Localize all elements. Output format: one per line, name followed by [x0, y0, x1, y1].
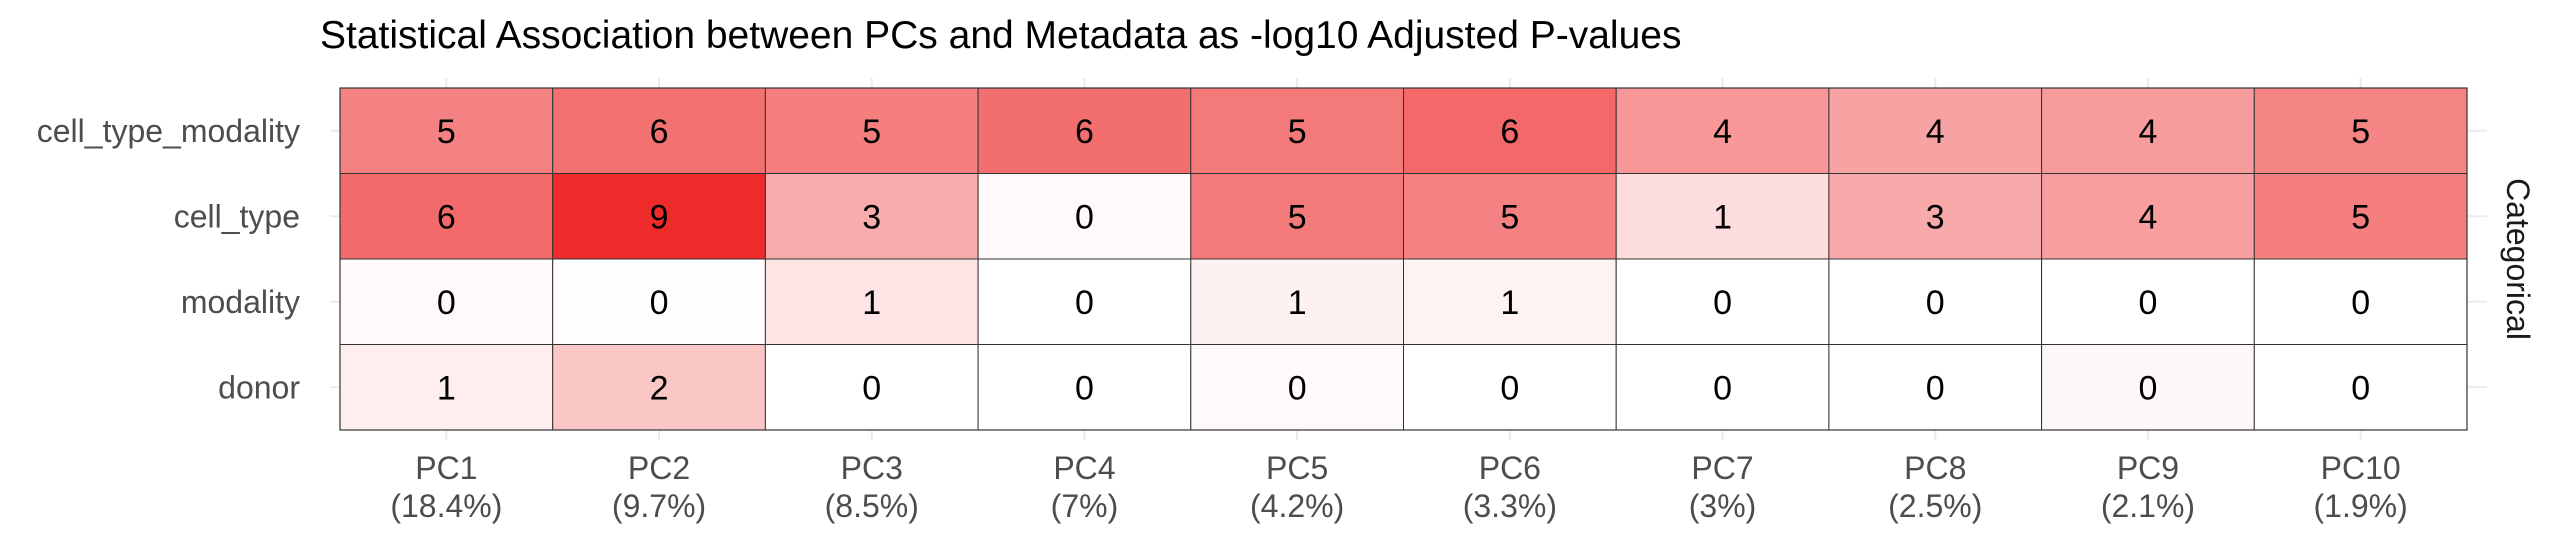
column-label-variance: (7%): [1051, 488, 1119, 524]
cell-value-label: 6: [1500, 113, 1519, 151]
cell-value-label: 3: [862, 198, 881, 236]
cell-value-label: 1: [862, 284, 881, 322]
cell-value-label: 0: [1926, 284, 1945, 322]
column-label-pc: PC5: [1266, 450, 1328, 486]
panel-border: [339, 87, 2468, 431]
cell-value-label: 5: [1288, 113, 1307, 151]
cell-value-label: 1: [437, 369, 456, 407]
heatmap-cell: [1828, 258, 2043, 345]
heatmap-cell: [2253, 258, 2468, 345]
heatmap-cell: [764, 87, 979, 174]
column-label-variance: (3%): [1689, 488, 1757, 524]
column-label-variance: (3.3%): [1463, 488, 1557, 524]
cell-value-label: 9: [650, 198, 669, 236]
cell-value-label: 6: [1075, 113, 1094, 151]
cell-value-label: 0: [1500, 369, 1519, 407]
column-label-pc: PC4: [1053, 450, 1115, 486]
heatmap-cell: [1403, 173, 1617, 260]
heatmap-cell: [764, 258, 979, 345]
row-label: donor: [218, 369, 300, 405]
heatmap-cell: [2041, 87, 2255, 174]
column-label-pc: PC10: [2321, 450, 2401, 486]
heatmap-cell: [1403, 258, 1617, 345]
cell-value-label: 5: [437, 113, 456, 151]
column-labels: PC1(18.4%) PC2(9.7%) PC3(8.5%) PC4(7%) PC5(4…: [390, 450, 2407, 524]
heatmap-cell: [2253, 87, 2468, 174]
cell-value-label: 5: [2351, 198, 2370, 236]
column-label-pc: PC6: [1479, 450, 1541, 486]
heatmap-cell: [764, 344, 979, 431]
heatmap-cell: [1403, 87, 1617, 174]
heatmap-cell: [339, 173, 554, 260]
chart-title: Statistical Association between PCs and …: [320, 14, 1681, 57]
heatmap-cells: 5 6 5 6 5 6 4 4 4 5 6 9 3 0 5 5 1 3 4 5 0 0 1 0 1 1 0 0 0 0 1 2 0 0 0 0 0 0 0 0: [339, 87, 2468, 431]
row-label: cell_type_modality: [37, 113, 300, 149]
cell-value-label: 5: [1500, 198, 1519, 236]
cell-value-label: 1: [1500, 284, 1519, 322]
cell-value-label: 0: [2138, 369, 2157, 407]
cell-value-label: 3: [1926, 198, 1945, 236]
cell-value-label: 0: [650, 284, 669, 322]
column-label-variance: (4.2%): [1250, 488, 1344, 524]
cell-value-label: 0: [2351, 284, 2370, 322]
cell-value-label: 5: [1288, 198, 1307, 236]
cell-value-label: 5: [2351, 113, 2370, 151]
cell-value-label: 4: [1713, 113, 1732, 151]
heatmap-cell: [2041, 173, 2255, 260]
heatmap-cell: [1828, 173, 2043, 260]
facet-strip-label: Categorical: [2500, 178, 2536, 340]
column-label-variance: (1.9%): [2314, 488, 2408, 524]
cell-value-label: 4: [2138, 113, 2157, 151]
cell-value-label: 6: [650, 113, 669, 151]
row-label: cell_type: [174, 198, 300, 234]
cell-value-label: 0: [2351, 369, 2370, 407]
column-label-pc: PC7: [1691, 450, 1753, 486]
cell-value-label: 1: [1713, 198, 1732, 236]
column-label-pc: PC1: [415, 450, 477, 486]
cell-value-label: 0: [437, 284, 456, 322]
column-label-variance: (2.5%): [1888, 488, 1982, 524]
cell-value-label: 5: [862, 113, 881, 151]
cell-value-label: 0: [2138, 284, 2157, 322]
column-label-pc: PC3: [841, 450, 903, 486]
cell-value-label: 0: [1075, 198, 1094, 236]
heatmap-cell: [977, 258, 1192, 345]
heatmap-cell: [2253, 173, 2468, 260]
column-label-variance: (8.5%): [825, 488, 919, 524]
heatmap-cell: [1190, 173, 1405, 260]
column-label-variance: (18.4%): [390, 488, 502, 524]
heatmap-cell: [552, 344, 766, 431]
heatmap-cell: [1190, 344, 1405, 431]
cell-value-label: 6: [437, 198, 456, 236]
column-label-pc: PC9: [2117, 450, 2179, 486]
column-label-variance: (2.1%): [2101, 488, 2195, 524]
heatmap-cell: [1190, 87, 1405, 174]
cell-value-label: 0: [1075, 284, 1094, 322]
cell-value-label: 0: [1926, 369, 1945, 407]
cell-value-label: 1: [1288, 284, 1307, 322]
cell-value-label: 0: [862, 369, 881, 407]
row-labels: cell_type_modality cell_type modality donor: [37, 113, 301, 406]
heatmap-cell: [552, 258, 766, 345]
cell-value-label: 0: [1713, 369, 1732, 407]
heatmap-cell: [552, 173, 766, 260]
column-label-pc: PC2: [628, 450, 690, 486]
cell-value-label: 4: [1926, 113, 1945, 151]
heatmap-cell: [1190, 258, 1405, 345]
heatmap-cell: [977, 344, 1192, 431]
cell-value-label: 4: [2138, 198, 2157, 236]
cell-value-label: 0: [1288, 369, 1307, 407]
row-label: modality: [181, 284, 300, 320]
cell-value-label: 0: [1713, 284, 1732, 322]
heatmap-cell: [1828, 87, 2043, 174]
column-label-variance: (9.7%): [612, 488, 706, 524]
heatmap-cell: [339, 258, 554, 345]
cell-value-label: 2: [650, 369, 669, 407]
cell-value-label: 0: [1075, 369, 1094, 407]
heatmap-cell: [2041, 258, 2255, 345]
column-label-pc: PC8: [1904, 450, 1966, 486]
heatmap-cell: [1615, 258, 1830, 345]
heatmap-cell: [1615, 87, 1830, 174]
